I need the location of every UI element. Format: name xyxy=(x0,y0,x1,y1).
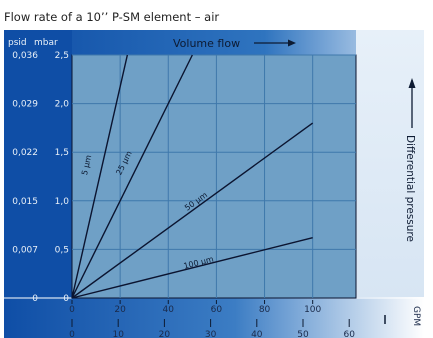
y-axis-title: Differential pressure xyxy=(404,135,416,242)
x-tick-primary: 100 xyxy=(304,305,321,315)
y-tick-mbar: 1,5 xyxy=(55,148,69,158)
x-tick-secondary: 10 xyxy=(112,330,124,338)
plot-area xyxy=(71,54,357,299)
y-unit-psid: psid xyxy=(8,38,27,48)
x-ticks-primary: 0 20 40 60 80 100 xyxy=(69,300,322,315)
frame-bottom xyxy=(4,297,424,338)
x-tick-secondary: 20 xyxy=(159,330,171,338)
series-line xyxy=(71,54,193,299)
series-line xyxy=(71,237,313,299)
x-tick-secondary: 50 xyxy=(297,330,309,338)
frame-left xyxy=(4,30,72,338)
series-label: 5 µm xyxy=(80,154,93,176)
y-tick-psid: 0,022 xyxy=(12,148,38,158)
x-tick-primary: 0 xyxy=(69,305,75,315)
y-tick-psid: 0,007 xyxy=(12,245,38,255)
x-tick-primary: 60 xyxy=(211,305,223,315)
y-tick-mbar: 2,5 xyxy=(55,51,69,61)
y-tick-psid: 0 xyxy=(32,294,38,304)
series-lines xyxy=(71,54,314,299)
series-line xyxy=(71,122,314,299)
x-tick-secondary: 0 xyxy=(69,330,75,338)
y-tick-mbar: 0 xyxy=(63,294,69,304)
frame-top xyxy=(4,30,424,55)
series-line xyxy=(71,54,129,299)
y-tick-psid: 0,029 xyxy=(12,100,38,110)
chart-title: Flow rate of a 10’’ P-SM element – air xyxy=(4,10,220,24)
x-ticks-secondary: 0 10 20 30 40 50 60 xyxy=(69,315,386,338)
y-ticks-psid: 0 0,007 0,015 0,022 0,029 0,036 xyxy=(12,51,38,304)
x-tick-primary: 20 xyxy=(114,305,126,315)
frame-right xyxy=(356,30,424,298)
x-tick-secondary: 40 xyxy=(251,330,263,338)
y-ticks-mbar: 0 0,5 1,0 1,5 2,0 2,5 xyxy=(55,51,70,304)
x-tick-secondary: 60 xyxy=(343,330,355,338)
x-tick-secondary: 30 xyxy=(205,330,217,338)
y-tick-mbar: 0,5 xyxy=(55,245,69,255)
x-tick-primary: 40 xyxy=(163,305,175,315)
x-unit-gpm: GPM xyxy=(411,306,421,326)
y-tick-psid: 0,015 xyxy=(12,197,38,207)
arrow-right-icon xyxy=(288,39,296,47)
y-tick-mbar: 2,0 xyxy=(55,100,70,110)
x-tick-primary: 80 xyxy=(259,305,271,315)
y-tick-mbar: 1,0 xyxy=(55,197,70,207)
y-tick-psid: 0,036 xyxy=(12,51,38,61)
y-unit-mbar: mbar xyxy=(34,38,58,48)
arrow-up-icon xyxy=(408,78,416,88)
grid-lines xyxy=(72,54,356,298)
x-axis-title: Volume flow xyxy=(173,37,240,50)
